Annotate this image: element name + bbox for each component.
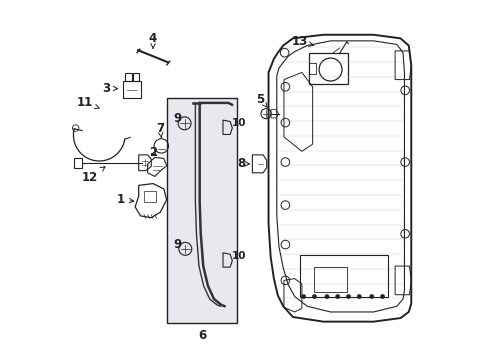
Text: 5: 5 [256, 93, 267, 108]
Bar [74, 158, 82, 168]
Text: 1: 1 [117, 193, 134, 206]
Circle shape [324, 294, 328, 299]
Circle shape [356, 294, 361, 299]
Bar [314, 267, 346, 292]
Text: 8: 8 [236, 157, 249, 170]
Bar [308, 63, 316, 74]
Text: 12: 12 [82, 167, 105, 184]
Circle shape [335, 294, 339, 299]
Circle shape [346, 294, 350, 299]
Bar [125, 73, 131, 81]
Bar [122, 81, 140, 98]
Bar [144, 191, 155, 202]
Circle shape [380, 294, 384, 299]
Circle shape [312, 294, 316, 299]
Bar [300, 255, 387, 297]
Text: 11: 11 [77, 96, 99, 109]
Bar [308, 53, 348, 84]
Text: 4: 4 [149, 32, 157, 48]
Text: 10: 10 [231, 118, 245, 128]
Bar [167, 98, 237, 323]
Circle shape [369, 294, 373, 299]
Text: 2: 2 [149, 145, 157, 158]
Circle shape [301, 294, 305, 299]
Text: 13: 13 [291, 35, 313, 49]
Text: 9: 9 [173, 238, 182, 251]
Text: 7: 7 [156, 122, 164, 138]
Bar [132, 73, 139, 81]
Text: 10: 10 [231, 251, 245, 261]
Text: 3: 3 [102, 82, 118, 95]
Text: 9: 9 [173, 112, 182, 125]
Text: 6: 6 [198, 329, 206, 342]
